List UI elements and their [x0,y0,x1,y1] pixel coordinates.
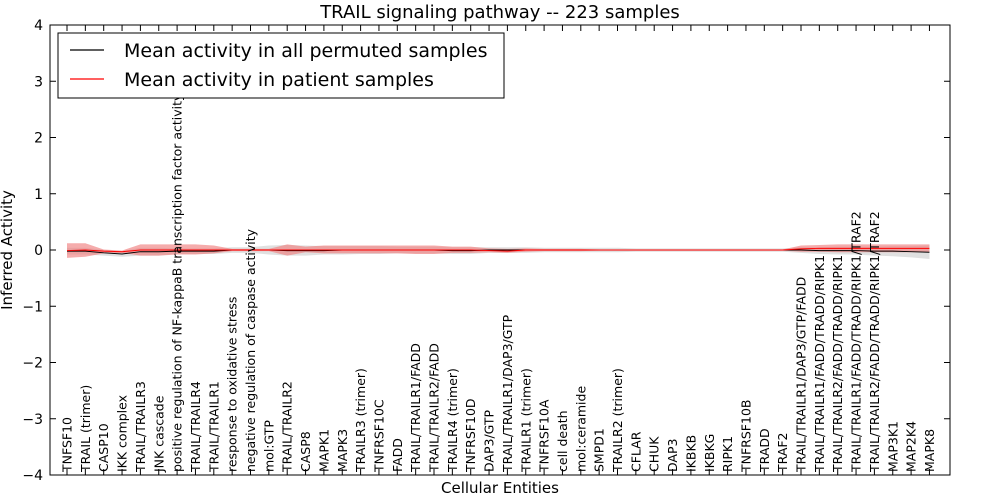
y-tick-label: 4 [34,18,43,34]
x-axis-label: Cellular Entities [441,479,559,497]
x-tick-label: MAPK8 [922,429,937,472]
x-tick-label: FADD [390,438,405,472]
x-tick-label: TRAIL/TRAILR1/DAP3/GTP [500,314,515,473]
x-tick-label: mol:GTP [261,420,276,472]
x-tick-label: TRAIL/TRAILR1/FADD [408,343,423,473]
y-tick-label: −4 [22,468,43,484]
y-tick-label: −2 [22,356,43,372]
x-tick-label: DAP3 [665,439,680,472]
y-tick-label: 3 [34,74,43,90]
x-tick-label: MAP2K4 [904,421,919,472]
x-tick-label: response to oxidative stress [225,297,240,472]
x-tick-label: SMPD1 [592,428,607,472]
x-tick-label: TNFRSF10B [738,400,753,473]
x-tick-label: CFLAR [628,431,643,472]
x-tick-label: TRAIL/TRAILR2 [280,381,295,473]
x-tick-label: TRAIL/TRAILR2/FADD/TRADD/RIPK1/TRAF2 [867,211,882,473]
x-tick-label: TRAILR3 (trimer) [353,368,368,473]
x-tick-label: IKK complex [115,395,130,472]
x-tick-label: positive regulation of NF-kappaB transcr… [170,93,185,472]
y-tick-label: −3 [22,412,43,428]
legend-label-permuted: Mean activity in all permuted samples [124,40,487,62]
series-line-1 [66,247,930,253]
y-axis: −4 −3 −2 −1 0 1 2 3 4 [22,18,950,484]
x-tick-label: MAPK3 [335,429,350,472]
y-tick-label: 1 [34,187,43,203]
x-tick-label: RIPK1 [720,436,735,472]
x-tick-label: TRAIL/TRAILR1 [206,381,221,473]
x-tick-label: TRAILR1 (trimer) [518,368,533,473]
y-tick-label: 0 [34,243,43,259]
chart-title: TRAIL signaling pathway -- 223 samples [319,2,680,23]
x-axis: TNFSF10 TRAIL (trimer) CASP10 IKK complex TR… [60,25,937,475]
x-tick-label: TRAILR4 (trimer) [445,368,460,473]
x-tick-label: TRAIL/TRAILR1/DAP3/GTP/FADD [794,277,809,473]
legend-label-patient: Mean activity in patient samples [124,69,434,91]
x-tick-label: IKBKG [702,434,717,472]
x-tick-label: CASP10 [96,423,111,472]
x-tick-label: TRAIL (trimer) [78,385,93,473]
legend: Mean activity in all permuted samples Me… [57,32,505,99]
x-tick-label: MAP3K1 [885,421,900,472]
x-tick-label: TRAIL/TRAILR2/FADD [427,343,442,473]
x-tick-label: cell death [555,410,570,472]
legend-box [57,32,505,99]
x-tick-label: CHUK [647,436,662,472]
x-tick-label: IKBKB [683,435,698,472]
x-tick-label: CASP8 [298,431,313,472]
x-tick-label: TRAIL/TRAILR1/FADD/TRADD/RIPK1 [812,255,827,473]
x-tick-label: TNFSF10 [60,417,75,473]
x-tick-label: TRAIL/TRAILR2/FADD/TRADD/RIPK1 [830,255,845,473]
y-tick-label: −1 [22,299,43,315]
x-tick-label: TNFRSF10D [463,398,478,473]
x-tick-label: TNFRSF10C [371,399,386,473]
x-tick-label: DAP3/GTP [482,409,497,472]
x-tick-label: TRAIL/TRAILR4 [188,381,203,473]
x-tick-label: JNK cascade [151,395,166,473]
x-tick-label: mol:ceramide [573,386,588,472]
x-tick-label: TRADD [757,428,772,473]
x-tick-label: negative regulation of caspase activity [243,228,258,472]
x-tick-label: TNFRSF10A [537,399,552,473]
x-tick-label: MAPK1 [316,429,331,472]
y-tick-label: 2 [34,131,43,147]
x-tick-label: TRAILR2 (trimer) [610,368,625,473]
y-axis-label: Inferred Activity [0,190,16,310]
series-lines [66,247,930,255]
x-tick-label: TRAF2 [775,432,790,473]
x-tick-label: TRAIL/TRAILR1/FADD/TRADD/RIPK1/TRAF2 [849,211,864,473]
x-tick-label: TRAIL/TRAILR3 [133,381,148,473]
